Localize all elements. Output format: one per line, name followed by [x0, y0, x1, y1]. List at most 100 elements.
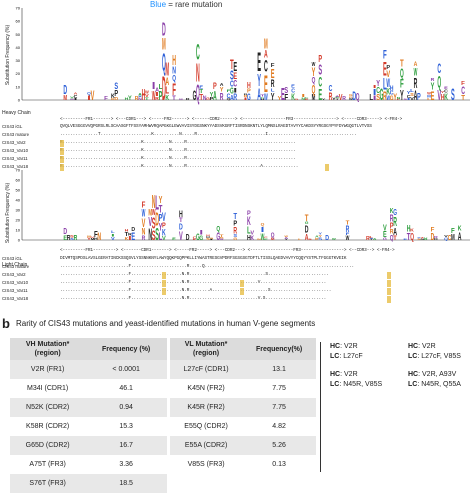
heavy-logo-letter: I [301, 93, 305, 98]
heavy-logo-letter: K [111, 98, 115, 101]
vh-mutation-cell: K58R (CDR2) [10, 417, 86, 436]
heavy-logo-letter: G [349, 95, 353, 97]
legend-blue-word: Blue [150, 0, 167, 9]
light-logo-letter: V [444, 235, 448, 238]
heavy-logo-letter: G [206, 97, 210, 101]
heavy-y-tick: 40 [16, 45, 21, 50]
vh-frequency-cell: < 0.0001 [85, 360, 167, 379]
light-logo-letter: D [186, 233, 190, 242]
light-logo-letter: G [393, 208, 397, 217]
light-logo-letter: V [179, 229, 183, 243]
light-row-sequence: ...........................F............… [60, 264, 355, 269]
heavy-logo-letter: T [400, 57, 404, 69]
heavy-row-sequence: R...............................K.......… [60, 140, 296, 145]
legend-rest: = rare mutation [166, 0, 223, 9]
light-logo-letter: Q [444, 237, 448, 241]
heavy-logo-letter: M [63, 95, 67, 102]
heavy-logo-letter: Y [220, 87, 224, 94]
heavy-logo-letter: T [172, 96, 176, 102]
heavy-logo-letter: C [230, 79, 234, 88]
heavy-logo-letter: W [427, 90, 431, 95]
heavy-logo-letter: Q [356, 92, 360, 103]
heavy-logo-letter: M [312, 93, 316, 102]
vh-frequency-cell: 46.1 [85, 379, 167, 398]
combo-1-hc-label: HC [330, 343, 341, 350]
light-logo-letter: V [111, 236, 115, 241]
vh-mutation-table: VH Mutation* (region) Frequency (%) V2R (F… [10, 338, 167, 493]
combo-2-lc-label: LC [408, 353, 418, 360]
light-logo-letter: L [159, 231, 163, 243]
light-logo-letter: Y [159, 195, 163, 206]
light-logo-letter: R [434, 235, 439, 239]
heavy-row-label: CIS43_Var11 [2, 156, 28, 161]
heavy-logo-letter: K [444, 92, 448, 102]
heavy-logo-letter: E [318, 87, 322, 104]
vh-table-row: A75T (FR3) 3.36 [10, 455, 167, 474]
heavy-logo-letter: E [291, 84, 296, 90]
heavy-logo-letter: F [284, 93, 288, 102]
heavy-logo-letter: E [257, 47, 261, 77]
light-logo-letter: H [206, 235, 210, 239]
light-logo-letter: D [63, 226, 67, 236]
vh-mutation-cell: N52K (CDR2) [10, 398, 86, 417]
light-y-tick: 0 [18, 238, 21, 243]
heavy-logo-letter: R [342, 96, 346, 102]
light-logo-letter: R [393, 214, 397, 229]
light-logo-letter: R [233, 225, 237, 235]
heavy-logo-letter: E [264, 71, 268, 98]
heavy-logo-letter: V [339, 92, 343, 102]
heavy-logo-letter: F [400, 77, 404, 91]
light-logo-letter: G [383, 237, 387, 241]
heavy-logo-letter: H [172, 52, 176, 69]
heavy-logo-letter: M [162, 36, 166, 54]
vl-frequency-cell: 7.75 [242, 398, 316, 417]
heavy-logo-letter: Y [257, 70, 261, 90]
heavy-logo-letter: E [305, 99, 311, 101]
heavy-logo-letter: N [397, 97, 401, 100]
heavy-logo-letter: Y [400, 88, 404, 104]
light-logo-letter: S [417, 239, 423, 241]
light-logo-letter: G [305, 221, 309, 225]
heavy-logo-letter: P [417, 92, 421, 103]
heavy-logo-letter: A [414, 87, 418, 103]
light-logo-letter: F [142, 200, 146, 210]
heavy-chain-label: Heavy Chain [2, 110, 31, 116]
heavy-logo-letter: W [145, 89, 149, 94]
light-logo-letter: W [284, 236, 288, 238]
heavy-logo-letter: T [230, 57, 234, 72]
combo-2-hc: : V2R [418, 343, 436, 350]
heavy-logo-letter: G [230, 86, 234, 96]
heavy-logo-letter: W [335, 97, 339, 99]
mutation-highlight [387, 272, 391, 279]
light-logo-letter: P [162, 220, 166, 229]
heavy-logo-letter: C [390, 91, 394, 97]
vl-table-row: K45R (FR2) 7.75 [170, 398, 316, 417]
vl-header-0: VL Mutation* (region) [170, 338, 243, 360]
heavy-logo-letter: R [414, 76, 418, 92]
vh-mutation-cell: G65D (CDR2) [10, 436, 86, 455]
light-chain-label: Light Chain [2, 262, 28, 268]
combo-3-hc-label: HC [330, 371, 341, 378]
vh-frequency-cell: 16.7 [85, 436, 167, 455]
heavy-logo-letter: I [407, 99, 413, 101]
heavy-logo-letter: A [335, 95, 340, 98]
heavy-logo-letter: I [373, 84, 377, 89]
heavy-logo-letter: P [318, 54, 322, 65]
vl-mutation-cell: E55A (CDR2) [170, 436, 243, 455]
vl-table-row: K45N (FR2) 7.75 [170, 379, 316, 398]
light-logo-letter: F [346, 232, 350, 236]
light-logo-letter: M [148, 207, 152, 217]
heavy-logo-letter: E [431, 89, 435, 103]
mutation-highlight [162, 288, 166, 295]
heavy-logo-letter: V [145, 93, 149, 98]
light-logo-letter: P [390, 221, 394, 231]
heavy-logo-letter: R [233, 92, 237, 102]
light-logo-letter: N [142, 226, 146, 236]
heavy-logo-letter: Y [210, 92, 214, 98]
light-logo-letter: D [434, 238, 438, 241]
light-logo-letter: Q [410, 232, 414, 243]
heavy-logo-letter: V [386, 69, 390, 79]
heavy-logo-letter: N [301, 97, 306, 101]
light-logo-letter: V [250, 231, 254, 237]
heavy-logo-letter: R [329, 91, 333, 103]
